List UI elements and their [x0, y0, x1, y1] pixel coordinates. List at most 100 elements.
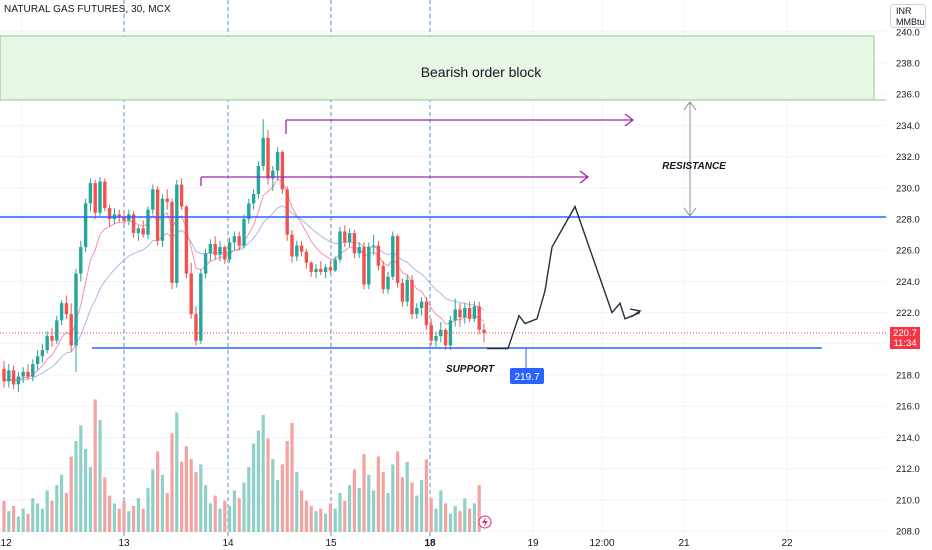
support-level-badge[interactable]: [510, 368, 544, 384]
price-tick-label: 240.0: [896, 27, 920, 38]
candle-body: [467, 307, 472, 319]
volume-bar: [31, 498, 35, 532]
volume-bar: [242, 482, 246, 532]
volume-bar: [256, 430, 260, 532]
volume-bar: [319, 508, 323, 532]
price-axis[interactable]: 240.0 238.0 236.0 234.0 232.0 230.0 228.0 226.0…: [890, 27, 920, 538]
resistance-range-arrow[interactable]: [683, 101, 697, 217]
candle-body: [203, 253, 208, 274]
candle-body: [309, 262, 313, 273]
candle-body: [247, 203, 251, 219]
volume-bar: [352, 469, 356, 532]
time-axis[interactable]: 12 13 14 15 18 19 12:00 21 22: [0, 538, 793, 549]
grid: [0, 0, 886, 536]
volume-bar: [218, 508, 222, 532]
candle-body: [69, 314, 73, 346]
volume-bar: [324, 513, 328, 532]
unit-currency: INR: [896, 6, 912, 16]
volume-bar: [170, 433, 174, 532]
bearish-order-block-zone[interactable]: [0, 35, 875, 101]
volume-bar: [213, 495, 217, 532]
time-tick-label: 22: [781, 538, 793, 549]
candle-body: [213, 243, 217, 255]
target-arrow-upper[interactable]: [285, 113, 635, 134]
candle-body: [405, 279, 409, 302]
volume-bar: [314, 511, 318, 532]
candle-body: [232, 236, 237, 243]
candle-body: [410, 279, 414, 315]
candle-body: [338, 231, 342, 260]
candle-body: [45, 336, 49, 351]
candle-body: [275, 151, 280, 171]
projected-path[interactable]: [487, 204, 641, 350]
candle-body: [381, 265, 385, 290]
candle-body: [376, 245, 381, 266]
candle-body: [50, 336, 54, 341]
volume-bar: [477, 485, 481, 532]
candles: [2, 119, 486, 393]
volume-bar: [338, 493, 342, 532]
candle-body: [415, 307, 419, 315]
target-arrow-lower[interactable]: [200, 170, 590, 186]
candle-body: [35, 356, 40, 365]
time-tick-label: 14: [222, 538, 234, 549]
candle-body: [295, 245, 299, 257]
candle-body: [242, 219, 246, 246]
symbol-title[interactable]: NATURAL GAS FUTURES, 30, MCX: [4, 4, 171, 15]
candle-body: [357, 247, 361, 254]
candle-body: [74, 273, 78, 346]
candle-body: [261, 137, 265, 166]
candle-body: [323, 267, 328, 273]
volume-bar: [448, 513, 452, 532]
candle-body: [40, 350, 45, 357]
candle-body: [319, 268, 323, 273]
candle-body: [482, 329, 486, 333]
candle-body: [218, 247, 222, 255]
price-tick-label: 230.0: [896, 183, 920, 194]
unit-selector[interactable]: INR MMBtu: [890, 4, 926, 28]
support-level-value: 219.7: [514, 372, 539, 383]
candle-body: [136, 228, 141, 234]
volume-bar: [357, 487, 361, 532]
candle-body: [352, 233, 357, 254]
candle-body: [328, 267, 333, 271]
candle-body: [419, 301, 424, 308]
volume-bar: [151, 469, 155, 532]
candle-body: [103, 181, 107, 209]
candle-body: [189, 273, 193, 315]
volume-bar: [84, 448, 88, 532]
candle-body: [170, 201, 174, 283]
candle-body: [347, 233, 352, 243]
candle-body: [31, 364, 35, 377]
support-label: SUPPORT: [446, 364, 495, 375]
volume-bar: [146, 487, 150, 532]
volume-bar: [276, 480, 280, 532]
candle-body: [117, 214, 121, 218]
volume-bar: [420, 480, 424, 532]
volume-bar: [156, 451, 160, 532]
candle-body: [362, 247, 366, 285]
candle-body: [175, 184, 179, 283]
volume-bar: [108, 495, 112, 532]
candle-body: [160, 198, 165, 241]
volume-bar: [232, 490, 236, 532]
volume-bar: [376, 456, 380, 532]
price-tick-label: 210.0: [896, 495, 920, 506]
candle-body: [26, 371, 30, 377]
lightning-icon[interactable]: [478, 515, 492, 529]
candle-body: [443, 329, 448, 346]
volume-bar: [396, 451, 400, 532]
volume-bar: [228, 506, 232, 532]
price-tick-label: 234.0: [896, 121, 920, 132]
price-tick-label: 236.0: [896, 90, 920, 101]
time-tick-label: 12:00: [589, 538, 614, 549]
volume-bar: [266, 438, 270, 532]
volume-bar: [429, 498, 433, 532]
volume-bar: [300, 490, 304, 532]
volume-bar: [7, 511, 11, 532]
candle-body: [146, 209, 150, 235]
volume-bar: [45, 490, 49, 532]
volume-bar: [79, 425, 83, 532]
volume-bar: [122, 500, 126, 532]
